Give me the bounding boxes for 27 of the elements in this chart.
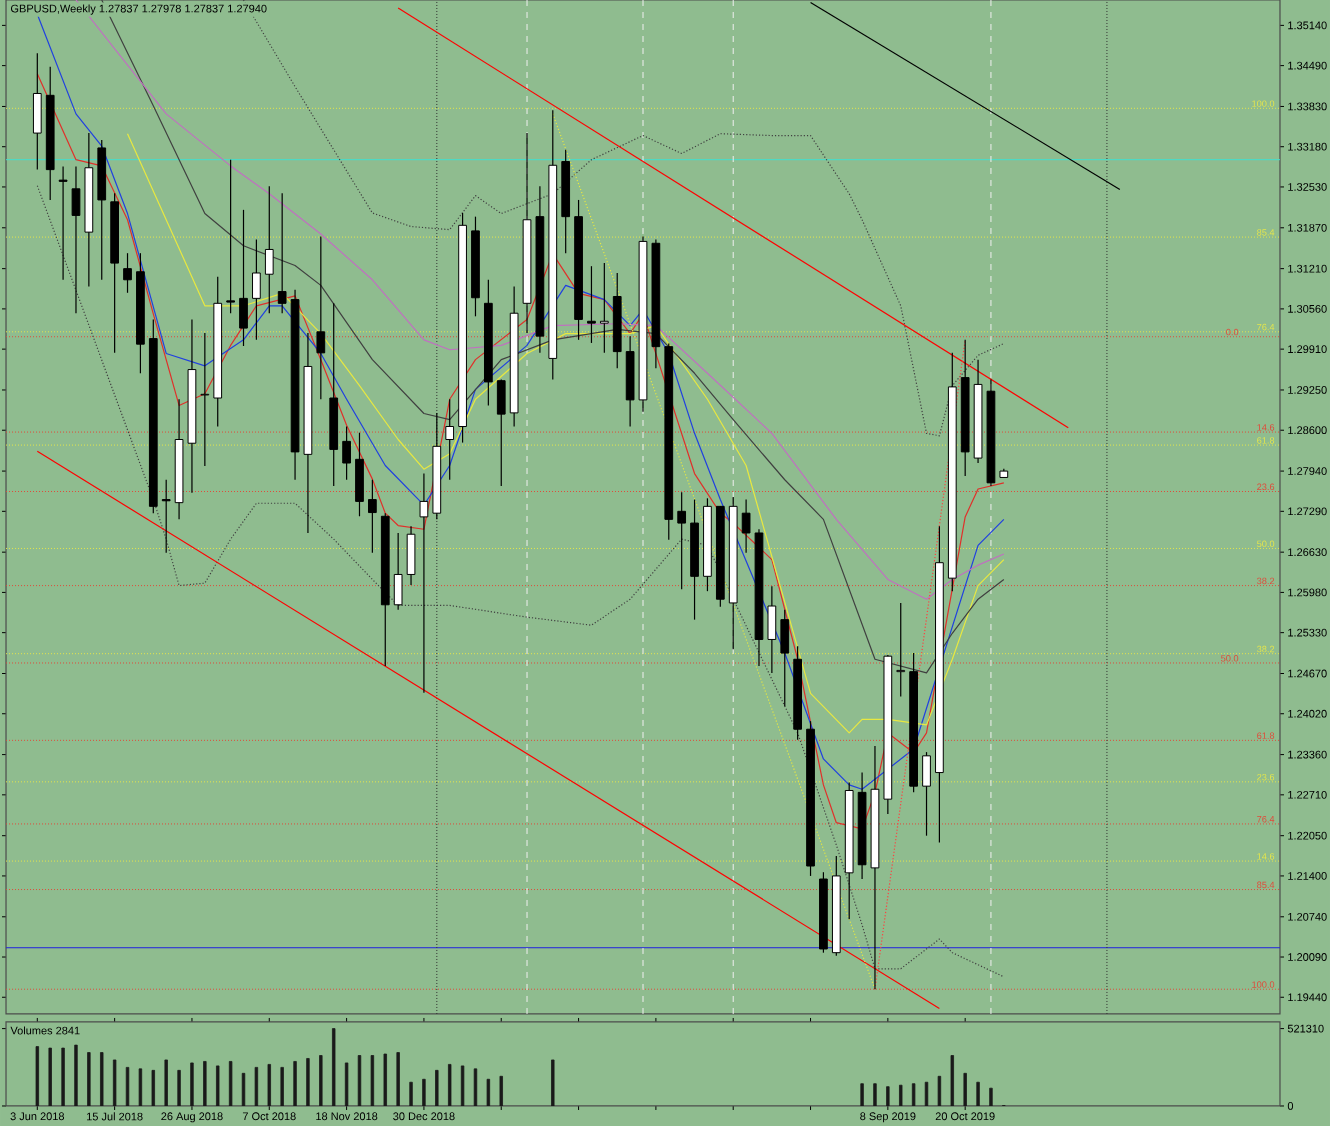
- candlestick: [252, 238, 261, 341]
- candlestick: [200, 332, 210, 467]
- candlestick: [599, 262, 609, 354]
- candlestick: [393, 532, 403, 611]
- candlestick: [406, 525, 416, 586]
- candlestick: [277, 192, 287, 314]
- candlestick: [780, 609, 790, 707]
- candlestick: [264, 185, 274, 314]
- candlestick: [419, 472, 429, 694]
- candlestick: [896, 602, 906, 698]
- candlestick: [161, 479, 171, 554]
- candlestick: [239, 209, 248, 347]
- candlestick: [58, 165, 68, 281]
- candlestick: [342, 425, 351, 481]
- candlestick: [445, 398, 455, 481]
- candlestick: [587, 265, 596, 344]
- candlestick: [496, 378, 506, 487]
- candlestick: [316, 235, 326, 400]
- candlestick: [677, 491, 687, 590]
- line-series: [36, 185, 1005, 978]
- candlestick: [32, 52, 42, 171]
- candlestick: [355, 432, 364, 517]
- candlestick: [368, 479, 377, 554]
- candlestick: [123, 252, 132, 294]
- candlestick: [71, 165, 81, 314]
- candlestick: [226, 159, 235, 314]
- candlestick: [922, 751, 931, 837]
